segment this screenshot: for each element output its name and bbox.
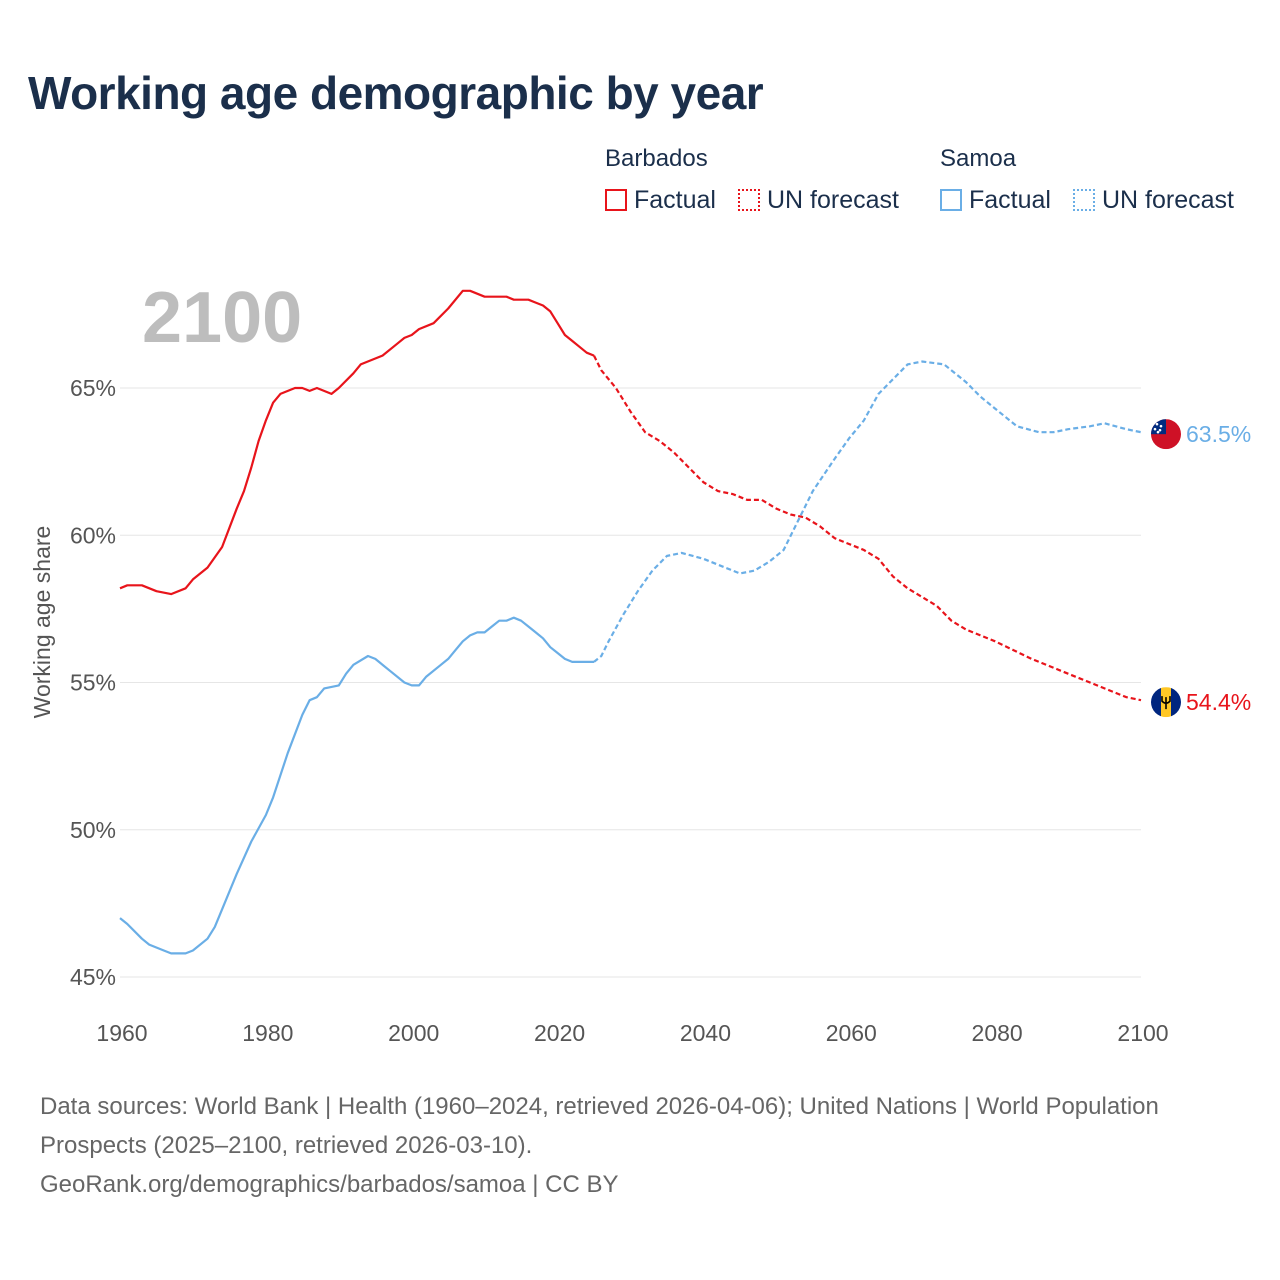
legend-swatch-solid-icon xyxy=(940,189,962,211)
y-tick-label: 45% xyxy=(70,964,116,990)
barbados-end-value: 54.4% xyxy=(1186,689,1251,715)
series-lines xyxy=(119,289,1142,955)
y-axis-title: Working age share xyxy=(29,526,55,719)
x-tick-label: 2000 xyxy=(388,1020,439,1046)
legend-swatch-dotted-icon xyxy=(1073,189,1095,211)
footer: Data sources: World Bank | Health (1960–… xyxy=(40,1087,1240,1204)
x-axis-ticks: 1960 1980 2000 2020 2040 2060 2080 2100 xyxy=(96,1020,1168,1046)
legend-group-barbados: Barbados xyxy=(605,145,708,172)
data-sources-text: Data sources: World Bank | Health (1960–… xyxy=(40,1093,1159,1159)
x-tick-label: 2080 xyxy=(972,1020,1023,1046)
legend-label: UN forecast xyxy=(1102,185,1234,214)
line-chart: 2100 45% 50% 55% 60% 65% 1960 1980 2000 2020 204… xyxy=(29,278,1251,1046)
y-tick-label: 50% xyxy=(70,817,116,843)
y-axis-ticks: 45% 50% 55% 60% 65% xyxy=(70,375,116,990)
legend-label: Factual xyxy=(634,185,716,214)
legend-barbados-factual[interactable]: Factual xyxy=(605,184,716,216)
x-tick-label: 2040 xyxy=(680,1020,731,1046)
barbados-flag-icon xyxy=(1151,687,1181,718)
barbados-forecast-line[interactable] xyxy=(593,355,1142,702)
samoa-forecast-line[interactable] xyxy=(593,360,1142,663)
legend-label: UN forecast xyxy=(767,185,899,214)
legend-samoa-forecast[interactable]: UN forecast xyxy=(1073,184,1234,216)
legend-group-samoa: Samoa xyxy=(940,145,1017,172)
y-tick-label: 65% xyxy=(70,375,116,401)
y-tick-label: 55% xyxy=(70,670,116,696)
barbados-factual-line[interactable] xyxy=(119,289,595,596)
samoa-end-value: 63.5% xyxy=(1186,421,1251,447)
x-tick-label: 2020 xyxy=(534,1020,585,1046)
source-url-text[interactable]: GeoRank.org/demographics/barbados/samoa … xyxy=(40,1171,619,1198)
end-markers: 54.4% 63.5% xyxy=(1151,419,1251,718)
samoa-factual-line[interactable] xyxy=(119,616,594,955)
samoa-flag-icon xyxy=(1151,419,1181,450)
x-tick-label: 1980 xyxy=(242,1020,293,1046)
legend-swatch-dotted-icon xyxy=(738,189,760,211)
chart-title: Working age demographic by year xyxy=(28,67,764,119)
legend-barbados-forecast[interactable]: UN forecast xyxy=(738,184,899,216)
legend-label: Factual xyxy=(969,185,1051,214)
legend-samoa-factual[interactable]: Factual xyxy=(940,184,1051,216)
gridlines xyxy=(120,387,1141,978)
x-tick-label: 1960 xyxy=(96,1020,147,1046)
y-tick-label: 60% xyxy=(70,522,116,548)
legend-swatch-solid-icon xyxy=(605,189,627,211)
year-watermark: 2100 xyxy=(142,278,302,358)
x-tick-label: 2100 xyxy=(1117,1020,1168,1046)
x-tick-label: 2060 xyxy=(826,1020,877,1046)
